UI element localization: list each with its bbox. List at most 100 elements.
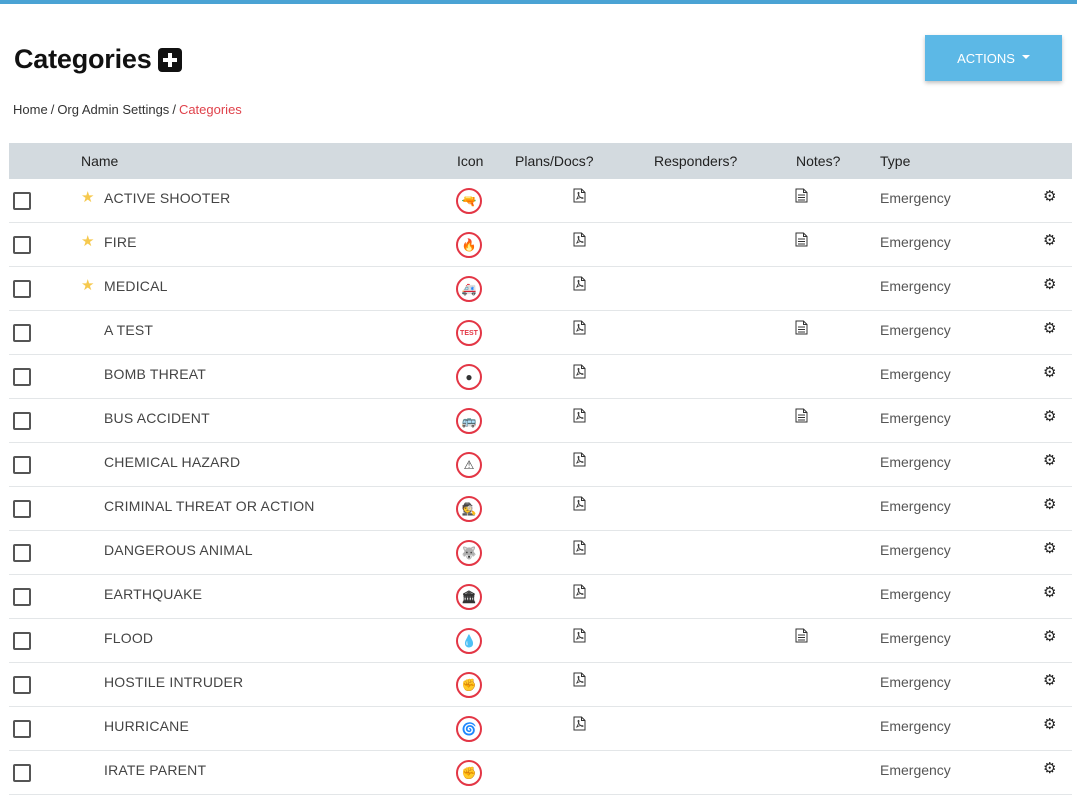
category-name[interactable]: MEDICAL — [104, 278, 168, 294]
table-row[interactable]: ★ ACTIVE SHOOTER 🔫 Emergency ⚙ — [9, 179, 1072, 223]
row-checkbox[interactable] — [13, 500, 31, 518]
pdf-icon[interactable] — [573, 188, 586, 203]
table-row[interactable]: HOSTILE INTRUDER ✊ Emergency ⚙ — [9, 663, 1072, 707]
table-row[interactable]: ★ MEDICAL 🚑 Emergency ⚙ — [9, 267, 1072, 311]
pdf-icon[interactable] — [573, 540, 586, 555]
category-name[interactable]: IRATE PARENT — [104, 762, 207, 778]
category-name[interactable]: A TEST — [104, 322, 154, 338]
pdf-icon[interactable] — [573, 584, 586, 599]
column-header-responders[interactable]: Responders? — [654, 153, 738, 169]
note-icon[interactable] — [795, 628, 808, 643]
table-row[interactable]: BUS ACCIDENT 🚌 Emergency ⚙ — [9, 399, 1072, 443]
category-name[interactable]: CRIMINAL THREAT OR ACTION — [104, 498, 315, 514]
star-icon[interactable]: ★ — [81, 189, 95, 206]
row-checkbox[interactable] — [13, 280, 31, 298]
row-checkbox[interactable] — [13, 676, 31, 694]
gear-icon[interactable]: ⚙ — [1043, 364, 1057, 381]
page-title-text: Categories — [14, 44, 152, 74]
table-row[interactable]: FLOOD 💧 Emergency ⚙ — [9, 619, 1072, 663]
row-checkbox[interactable] — [13, 192, 31, 210]
row-checkbox[interactable] — [13, 456, 31, 474]
breadcrumb-separator: / — [50, 102, 55, 117]
table-row[interactable]: EARTHQUAKE 🏛 Emergency ⚙ — [9, 575, 1072, 619]
table-row[interactable]: CHEMICAL HAZARD ⚠ Emergency ⚙ — [9, 443, 1072, 487]
category-type: Emergency — [880, 586, 951, 602]
add-category-button[interactable] — [157, 47, 182, 72]
pdf-icon[interactable] — [573, 320, 586, 335]
pdf-icon[interactable] — [573, 716, 586, 731]
row-checkbox[interactable] — [13, 720, 31, 738]
row-checkbox[interactable] — [13, 324, 31, 342]
column-header-name[interactable]: Name — [81, 153, 119, 169]
table-row[interactable]: CRIMINAL THREAT OR ACTION 🕵 Emergency ⚙ — [9, 487, 1072, 531]
pdf-icon[interactable] — [573, 364, 586, 379]
pdf-icon[interactable] — [573, 276, 586, 291]
breadcrumb-org-admin-settings[interactable]: Org Admin Settings — [57, 102, 170, 117]
gear-icon[interactable]: ⚙ — [1043, 188, 1057, 205]
category-name[interactable]: HOSTILE INTRUDER — [104, 674, 244, 690]
row-checkbox[interactable] — [13, 412, 31, 430]
category-name[interactable]: FLOOD — [104, 630, 154, 646]
column-header-plans-docs[interactable]: Plans/Docs? — [515, 153, 594, 169]
row-checkbox[interactable] — [13, 764, 31, 782]
pdf-icon[interactable] — [573, 672, 586, 687]
row-checkbox[interactable] — [13, 544, 31, 562]
gear-icon[interactable]: ⚙ — [1043, 452, 1057, 469]
note-icon[interactable] — [795, 232, 808, 247]
table-row[interactable]: HURRICANE 🌀 Emergency ⚙ — [9, 707, 1072, 751]
row-checkbox[interactable] — [13, 236, 31, 254]
breadcrumb-home[interactable]: Home — [13, 102, 48, 117]
row-checkbox[interactable] — [13, 588, 31, 606]
table-row[interactable]: BOMB THREAT ● Emergency ⚙ — [9, 355, 1072, 399]
category-name[interactable]: DANGEROUS ANIMAL — [104, 542, 253, 558]
column-header-type[interactable]: Type — [880, 153, 911, 169]
star-icon[interactable]: ★ — [81, 233, 95, 250]
table-row[interactable]: IRATE PARENT ✊ Emergency ⚙ — [9, 751, 1072, 795]
gun-icon: 🔫 — [456, 188, 482, 214]
table-row[interactable]: ★ FIRE 🔥 Emergency ⚙ — [9, 223, 1072, 267]
category-type: Emergency — [880, 190, 951, 206]
table-row[interactable]: DANGEROUS ANIMAL 🐺 Emergency ⚙ — [9, 531, 1072, 575]
note-icon[interactable] — [795, 188, 808, 203]
category-name[interactable]: BUS ACCIDENT — [104, 410, 210, 426]
category-name[interactable]: FIRE — [104, 234, 137, 250]
gear-icon[interactable]: ⚙ — [1043, 232, 1057, 249]
category-name[interactable]: HURRICANE — [104, 718, 190, 734]
note-icon[interactable] — [795, 408, 808, 423]
pdf-icon[interactable] — [573, 496, 586, 511]
actions-button[interactable]: ACTIONS — [925, 35, 1062, 81]
row-checkbox[interactable] — [13, 632, 31, 650]
gear-icon[interactable]: ⚙ — [1043, 672, 1057, 689]
gear-icon[interactable]: ⚙ — [1043, 540, 1057, 557]
table-row[interactable]: A TEST TEST Emergency ⚙ — [9, 311, 1072, 355]
gear-icon[interactable]: ⚙ — [1043, 496, 1057, 513]
category-type: Emergency — [880, 278, 951, 294]
pdf-icon[interactable] — [573, 452, 586, 467]
category-name[interactable]: CHEMICAL HAZARD — [104, 454, 241, 470]
fire-icon: 🔥 — [456, 232, 482, 258]
column-header-notes[interactable]: Notes? — [796, 153, 841, 169]
category-type: Emergency — [880, 542, 951, 558]
gear-icon[interactable]: ⚙ — [1043, 628, 1057, 645]
pdf-icon[interactable] — [573, 232, 586, 247]
gear-icon[interactable]: ⚙ — [1043, 276, 1057, 293]
water-drop-icon-glyph: 💧 — [461, 634, 477, 648]
category-name[interactable]: EARTHQUAKE — [104, 586, 203, 602]
note-icon[interactable] — [795, 320, 808, 335]
gear-icon[interactable]: ⚙ — [1043, 408, 1057, 425]
table-header: Name Icon Plans/Docs? Responders? Notes?… — [9, 143, 1072, 179]
gear-icon[interactable]: ⚙ — [1043, 320, 1057, 337]
category-name[interactable]: BOMB THREAT — [104, 366, 207, 382]
building-icon-glyph: 🏛 — [461, 590, 477, 604]
ambulance-icon: 🚑 — [456, 276, 482, 302]
star-icon[interactable]: ★ — [81, 277, 95, 294]
gear-icon[interactable]: ⚙ — [1043, 760, 1057, 777]
gear-icon[interactable]: ⚙ — [1043, 716, 1057, 733]
column-header-icon[interactable]: Icon — [457, 153, 484, 169]
pdf-icon[interactable] — [573, 628, 586, 643]
top-accent-bar — [0, 0, 1077, 4]
gear-icon[interactable]: ⚙ — [1043, 584, 1057, 601]
row-checkbox[interactable] — [13, 368, 31, 386]
category-name[interactable]: ACTIVE SHOOTER — [104, 190, 231, 206]
pdf-icon[interactable] — [573, 408, 586, 423]
